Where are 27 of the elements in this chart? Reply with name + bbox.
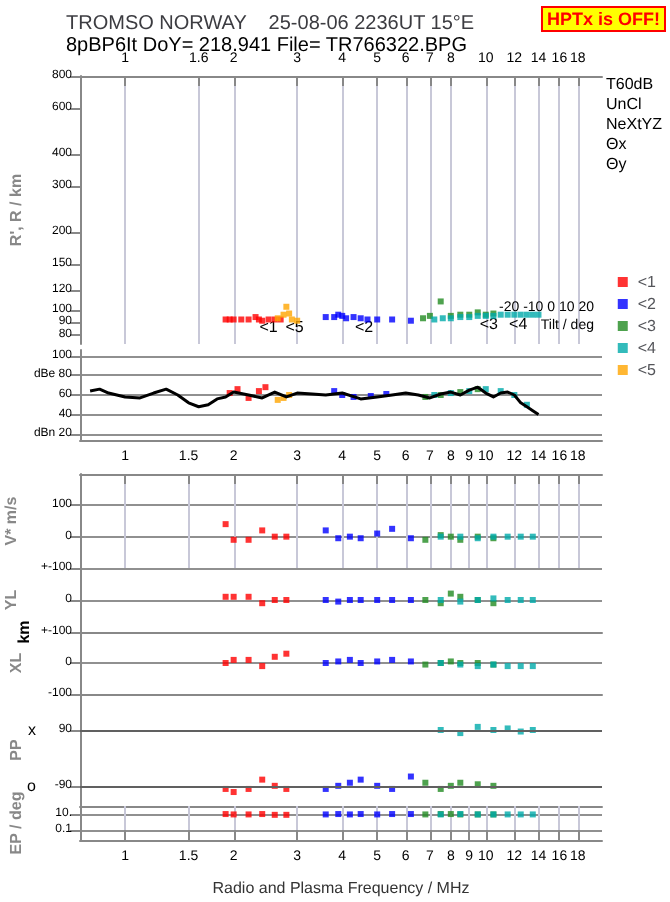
legend-label: <2	[637, 295, 658, 313]
y-axis-title: R', R / km	[7, 173, 25, 247]
y-axis-title: V* m/s	[2, 495, 21, 546]
y-axis-title: PP	[7, 738, 25, 761]
legend-label: <3	[637, 317, 658, 335]
x-axis-title: Radio and Plasma Frequency / MHz	[212, 879, 470, 897]
text: Θx	[606, 135, 627, 153]
text: UnCl	[606, 95, 643, 113]
legend-label: <5	[637, 361, 658, 379]
y-axis-title: XL	[7, 652, 25, 674]
annotation: <4	[509, 315, 529, 334]
text: T60dB	[606, 75, 654, 93]
legend-label: <1	[637, 273, 658, 291]
chart-title: TROMSO NORWAY 25-08-06 2236UT 15°E	[66, 13, 475, 35]
annotation: <5	[285, 318, 305, 337]
text: km	[15, 620, 33, 644]
ref-line-label: o	[27, 776, 38, 795]
text: Θy	[606, 155, 627, 173]
legend-label: <4	[637, 339, 658, 357]
ref-line-label: x	[28, 720, 36, 739]
text: NeXtYZ	[606, 115, 663, 133]
y-axis-title: EP / deg	[7, 791, 25, 855]
text: HPTx is OFF!	[546, 9, 661, 29]
annotation: <2	[355, 318, 375, 337]
annotation: <1	[259, 318, 279, 337]
y-axis-title: YL	[2, 589, 21, 611]
annotation: <3	[479, 315, 500, 334]
